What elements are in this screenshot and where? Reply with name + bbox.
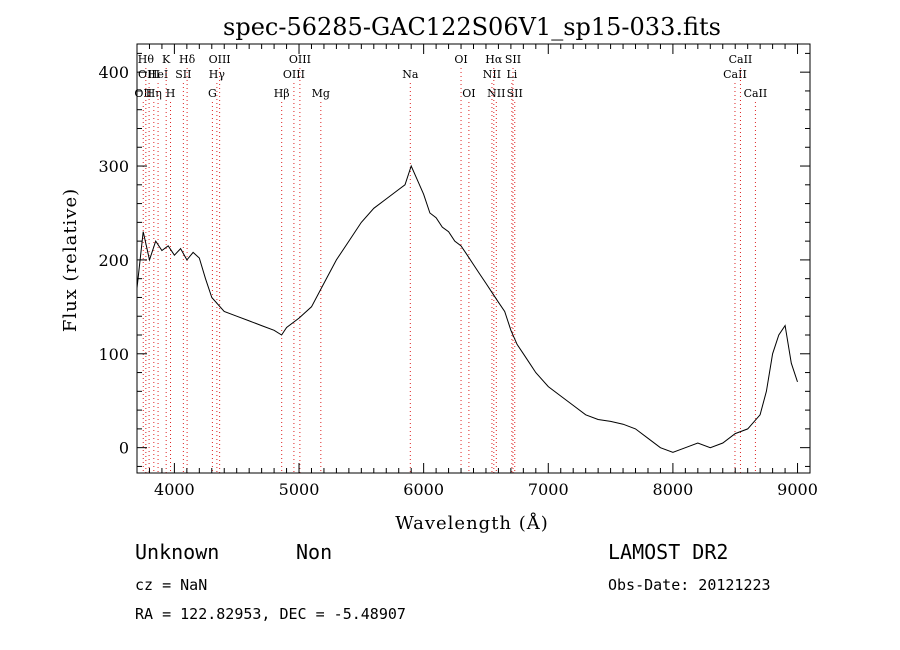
line-label-19: NII [483, 68, 501, 81]
line-label-24: SII [507, 87, 523, 100]
line-label-27: CaII [744, 87, 768, 100]
line-label-4: HeI [148, 68, 168, 81]
y-tick-label-2: 200 [98, 251, 129, 270]
x-axis-ticks: 4000 5000 6000 7000 8000 9000 [148, 44, 818, 499]
line-label-18: OI [462, 87, 475, 100]
spectral-line-markers: OII Hθ OIII Hη HeI K H SII Hδ G Hγ OIII Hβ OIII OIII Mg… [134, 53, 767, 473]
line-label-0: OII [134, 87, 152, 100]
y-axis-label: Flux (relative) [60, 188, 81, 332]
line-label-14: OIII [289, 53, 311, 66]
line-label-9: G [208, 87, 217, 100]
redshift-label: cz = NaN [135, 576, 208, 594]
x-tick-label-3: 7000 [528, 480, 569, 499]
line-label-12: Hβ [274, 87, 290, 100]
y-tick-label-1: 100 [98, 345, 129, 364]
line-label-13: OIII [283, 68, 305, 81]
line-label-15: Mg [312, 87, 330, 100]
plot-frame [136, 43, 811, 474]
line-label-25: CaII [723, 68, 747, 81]
y-tick-label-3: 300 [98, 157, 129, 176]
line-label-22: Li [506, 68, 517, 81]
line-label-5: K [162, 53, 171, 66]
line-label-8: Hδ [179, 53, 196, 66]
x-tick-label-0: 4000 [154, 480, 195, 499]
line-label-11: OIII [209, 53, 231, 66]
x-tick-label-1: 5000 [279, 480, 320, 499]
line-label-6: H [166, 87, 176, 100]
line-label-23: SII [505, 53, 521, 66]
class-label: Unknown [135, 540, 220, 564]
line-label-20: Hα [485, 53, 503, 66]
x-tick-label-2: 6000 [403, 480, 444, 499]
x-tick-label-4: 8000 [653, 480, 694, 499]
chart-title: spec-56285-GAC122S06V1_sp15-033.fits [223, 13, 721, 41]
line-label-26: CaII [729, 53, 753, 66]
line-label-17: OI [454, 53, 467, 66]
subclass-label: Non [296, 540, 333, 564]
line-label-7: SII [175, 68, 191, 81]
line-label-2: OIII [138, 68, 160, 81]
line-label-10: Hγ [209, 68, 226, 81]
obs-date-label: Obs-Date: 20121223 [608, 576, 771, 594]
y-axis-ticks: 0 100 200 300 400 [98, 52, 810, 467]
spectrum-series-line [136, 164, 798, 453]
x-tick-label-5: 9000 [777, 480, 818, 499]
y-tick-label-0: 0 [119, 439, 129, 458]
coordinates-label: RA = 122.82953, DEC = -5.48907 [135, 605, 406, 623]
line-label-21: NII [487, 87, 505, 100]
survey-label: LAMOST DR2 [608, 540, 729, 564]
y-tick-label-4: 400 [98, 63, 129, 82]
line-label-1: Hθ [138, 53, 155, 66]
line-label-16: Na [402, 68, 419, 81]
x-axis-label: Wavelength (Å) [395, 512, 549, 534]
line-label-3: Hη [146, 87, 162, 100]
